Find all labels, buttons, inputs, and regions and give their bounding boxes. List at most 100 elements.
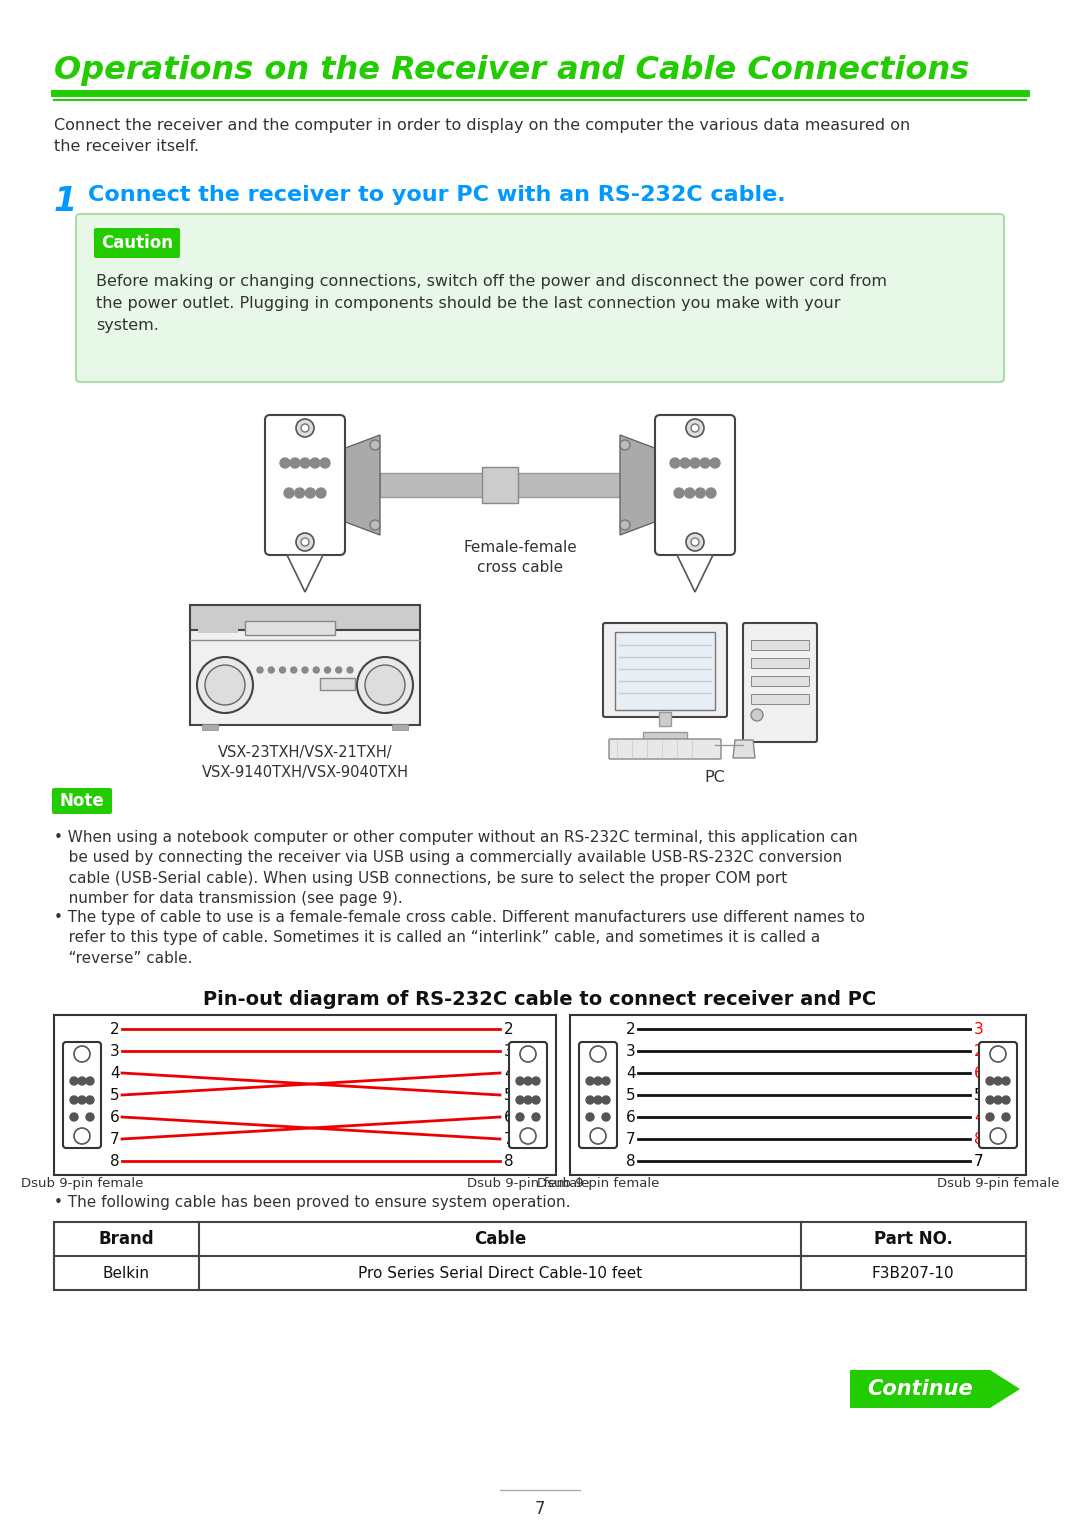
- Bar: [751, 676, 809, 687]
- Circle shape: [516, 1096, 524, 1103]
- Circle shape: [586, 1112, 594, 1122]
- Bar: [570, 1015, 1026, 1175]
- Text: • The following cable has been proved to ensure system operation.: • The following cable has been proved to…: [54, 1195, 570, 1210]
- Bar: [751, 658, 809, 668]
- Circle shape: [301, 539, 309, 546]
- Circle shape: [990, 1128, 1005, 1144]
- Circle shape: [691, 424, 699, 432]
- Circle shape: [751, 710, 762, 720]
- Text: • The type of cable to use is a female-female cross cable. Different manufacture: • The type of cable to use is a female-f…: [54, 909, 865, 966]
- Circle shape: [586, 1096, 594, 1103]
- Circle shape: [586, 1077, 594, 1085]
- Polygon shape: [620, 435, 660, 536]
- Text: VSX-23TXH/VSX-21TXH/
VSX-9140TXH/VSX-9040TXH: VSX-23TXH/VSX-21TXH/ VSX-9140TXH/VSX-904…: [202, 745, 408, 780]
- Circle shape: [280, 458, 291, 468]
- Circle shape: [706, 488, 716, 497]
- Bar: [320, 678, 355, 690]
- Polygon shape: [677, 555, 713, 592]
- Circle shape: [686, 533, 704, 551]
- Circle shape: [284, 488, 294, 497]
- Bar: [659, 713, 671, 726]
- Bar: [643, 732, 687, 740]
- Circle shape: [710, 458, 720, 468]
- Circle shape: [620, 439, 630, 450]
- Circle shape: [685, 488, 694, 497]
- Text: 2: 2: [110, 1021, 120, 1036]
- Text: 5: 5: [974, 1088, 984, 1102]
- Text: 7: 7: [110, 1131, 120, 1146]
- Text: 7: 7: [626, 1131, 636, 1146]
- Circle shape: [70, 1077, 78, 1085]
- Bar: [751, 639, 809, 650]
- Text: 7: 7: [974, 1154, 984, 1169]
- Circle shape: [690, 458, 700, 468]
- Circle shape: [296, 533, 314, 551]
- Circle shape: [347, 667, 353, 673]
- Circle shape: [696, 488, 705, 497]
- Bar: [198, 623, 238, 633]
- Circle shape: [365, 665, 405, 705]
- Circle shape: [205, 665, 245, 705]
- Text: Pin-out diagram of RS-232C cable to connect receiver and PC: Pin-out diagram of RS-232C cable to conn…: [203, 990, 877, 1009]
- FancyBboxPatch shape: [94, 227, 180, 258]
- Text: 7: 7: [535, 1500, 545, 1518]
- Text: 6: 6: [626, 1109, 636, 1125]
- Text: PC: PC: [704, 771, 726, 784]
- Text: RS-232C: RS-232C: [272, 420, 338, 435]
- FancyBboxPatch shape: [265, 415, 345, 555]
- Circle shape: [268, 667, 274, 673]
- Circle shape: [316, 488, 326, 497]
- Text: 8: 8: [974, 1131, 984, 1146]
- Bar: [392, 723, 408, 729]
- Text: 2: 2: [974, 1044, 984, 1059]
- Text: 8: 8: [626, 1154, 636, 1169]
- Text: F3B207-10: F3B207-10: [872, 1265, 955, 1280]
- Circle shape: [686, 420, 704, 436]
- Bar: [751, 694, 809, 703]
- Circle shape: [1002, 1112, 1010, 1122]
- Circle shape: [300, 458, 310, 468]
- Circle shape: [301, 424, 309, 432]
- FancyBboxPatch shape: [609, 739, 721, 758]
- Circle shape: [86, 1112, 94, 1122]
- Text: 6: 6: [504, 1109, 514, 1125]
- Bar: [482, 467, 518, 504]
- Text: Brand: Brand: [98, 1230, 153, 1248]
- Text: Caution: Caution: [102, 233, 173, 252]
- Text: 7: 7: [504, 1131, 514, 1146]
- Circle shape: [594, 1077, 602, 1085]
- Text: Pro Series Serial Direct Cable-10 feet: Pro Series Serial Direct Cable-10 feet: [357, 1265, 643, 1280]
- Text: Dsub 9-pin female: Dsub 9-pin female: [537, 1177, 659, 1190]
- Text: 3: 3: [504, 1044, 514, 1059]
- Circle shape: [620, 520, 630, 530]
- Bar: [850, 1370, 990, 1408]
- FancyBboxPatch shape: [63, 1042, 102, 1148]
- Circle shape: [320, 458, 330, 468]
- Text: 8: 8: [110, 1154, 120, 1169]
- Circle shape: [296, 420, 314, 436]
- Circle shape: [1002, 1077, 1010, 1085]
- Text: 3: 3: [626, 1044, 636, 1059]
- Circle shape: [602, 1112, 610, 1122]
- Text: • When using a notebook computer or other computer without an RS-232C terminal, : • When using a notebook computer or othe…: [54, 830, 858, 906]
- Text: Note: Note: [59, 792, 105, 810]
- FancyBboxPatch shape: [603, 623, 727, 717]
- Circle shape: [602, 1077, 610, 1085]
- Circle shape: [370, 520, 380, 530]
- Text: Cable: Cable: [474, 1230, 526, 1248]
- Bar: [202, 723, 218, 729]
- Circle shape: [75, 1045, 90, 1062]
- Circle shape: [75, 1128, 90, 1144]
- Circle shape: [310, 458, 320, 468]
- Circle shape: [524, 1077, 532, 1085]
- Circle shape: [532, 1077, 540, 1085]
- Circle shape: [700, 458, 710, 468]
- Circle shape: [78, 1096, 86, 1103]
- Bar: [54, 1222, 1026, 1289]
- Polygon shape: [990, 1370, 1020, 1408]
- Text: 1: 1: [54, 185, 78, 218]
- Circle shape: [313, 667, 320, 673]
- Circle shape: [357, 658, 413, 713]
- Text: 5: 5: [504, 1088, 514, 1102]
- Circle shape: [370, 439, 380, 450]
